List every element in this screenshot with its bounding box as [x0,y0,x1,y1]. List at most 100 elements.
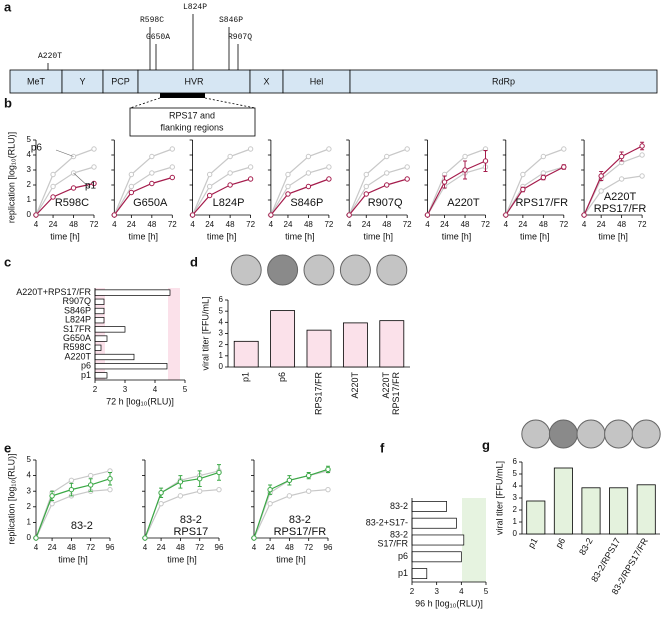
domain-label: PCP [111,76,130,86]
x-tick-label: 3 [434,587,439,596]
point [581,212,587,218]
x-tick-label: 72 [638,220,647,229]
point [149,153,155,160]
x-tick-label: 96 [215,543,224,552]
series-label: G650A [133,197,168,209]
point [441,179,448,185]
point [206,192,213,199]
point [91,146,97,152]
x-tick-label: 48 [147,220,156,229]
x-tick-label: 72 [481,220,490,229]
point [540,170,547,176]
point [363,183,369,190]
bar [94,363,168,370]
bar [411,568,428,579]
point [639,173,645,179]
annotation-leader [55,149,74,157]
line-series [505,148,565,216]
mutation-label: R907Q [228,33,252,42]
y-tick-label: 0 [219,362,224,371]
y-tick-label: 0 [27,210,32,219]
x-axis-label: 72 h [log₁₀(RLU)] [106,396,174,406]
point [87,472,94,479]
domain-label: MeT [27,76,46,86]
series-label: R907Q [368,197,403,209]
category-label: p6 [398,551,408,561]
line-series [192,178,251,216]
line-series [192,166,251,216]
category-label: p1 [241,372,251,382]
panel-label: a [4,0,12,14]
y-tick-label: 4 [219,317,224,326]
point [346,212,352,218]
category-label-line: A220T [381,372,391,399]
rps17-bar [160,93,205,98]
plaque-image [303,254,335,286]
x-tick-label: 48 [69,220,78,229]
category-label: S17FR [63,324,92,334]
x-axis-label: time [h] [363,231,393,241]
y-tick-label: 5 [27,455,32,464]
series-label-line: 83-2 [71,520,93,532]
y-tick-label: 2 [219,340,224,349]
series-label: A220T [447,197,480,209]
y-tick-label: 0 [27,533,32,542]
x-tick-label: 24 [440,220,449,229]
x-axis-label: time [h] [520,231,550,241]
point [285,191,291,197]
point [50,183,56,190]
series-label-line: 83-2 [180,514,202,526]
point [227,182,233,188]
category-label: A220T [64,351,91,361]
point [247,176,254,182]
line-series [348,178,408,216]
x-axis-label: time [h] [276,554,306,564]
point [70,153,77,160]
line-series [426,160,486,216]
bar [94,353,135,361]
point [305,472,312,479]
point [384,153,390,160]
point [618,153,625,160]
point [169,164,176,170]
point [247,146,254,152]
category-label: 83-2 [390,501,408,511]
point [128,183,135,190]
x-tick-label: 24 [518,220,527,229]
category-label: 83-2 S17/FR [377,530,408,549]
domain-label: Y [79,76,85,86]
series-label-line: RPS17/FR [594,203,647,215]
line-series [113,148,173,216]
y-tick-label: 1 [219,351,224,360]
x-axis-label: time [h] [598,231,628,241]
y-tick-label: 2 [513,505,518,514]
category-label-line: RPS17/FR [391,372,401,416]
series-label-line: R907Q [368,197,403,209]
line-series [35,166,95,216]
point [305,153,312,160]
bar [94,317,105,324]
point [247,164,254,170]
domain-label: RdRp [492,76,515,86]
series-label: R598C [55,197,89,209]
category-label: A220T+RPS17/FR [16,287,91,297]
point [267,486,273,493]
bar [270,310,296,368]
y-tick-label: 3 [219,329,224,338]
line-series [583,154,643,216]
x-tick-label: 24 [205,220,214,229]
point [462,167,468,173]
point [326,176,332,182]
category-label: G650A [63,333,91,343]
x-axis-label: time [h] [58,554,88,564]
category-label-line: S17/FR [377,539,408,549]
y-tick-label: 1 [27,518,32,527]
x-tick-label: 4 [269,220,274,229]
bar [94,289,171,296]
bar [306,329,332,368]
line-series [583,175,643,216]
mutation-label: A220T [38,52,62,61]
point [169,174,176,181]
category-label: p6 [554,536,568,550]
